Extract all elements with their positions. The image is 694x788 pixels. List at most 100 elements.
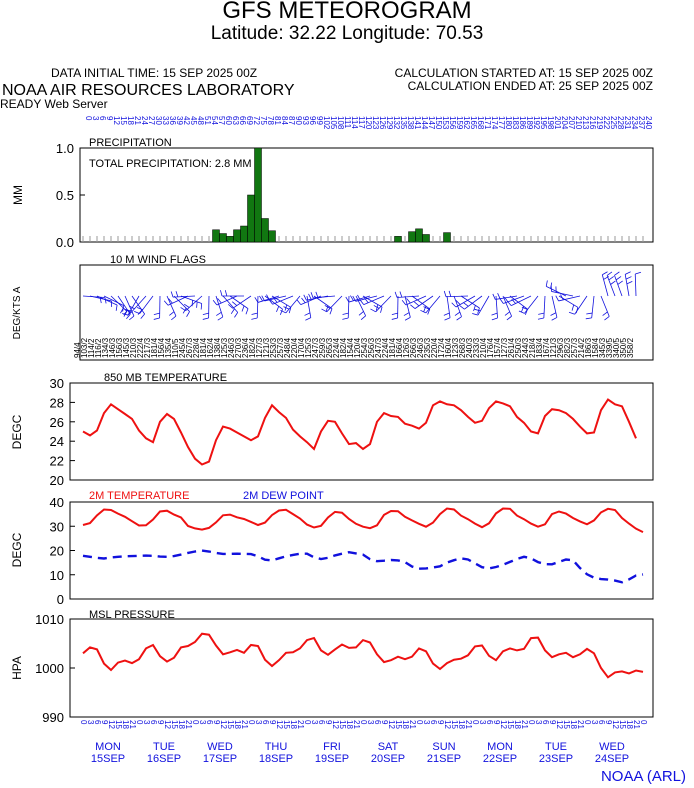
wind-barb-feather: [545, 280, 548, 287]
utc-hour-label: 12: [107, 720, 116, 729]
utc-hour-label: 12: [611, 720, 620, 729]
day-of-week-label: MON: [487, 741, 513, 753]
wind-barb-feather: [153, 312, 160, 315]
wind-dir-speed-label: 94/4: [73, 342, 82, 358]
forecast-hour-label: 141: [413, 116, 422, 130]
wind-barb-feather: [324, 305, 331, 309]
forecast-hour-label: 153: [441, 116, 450, 130]
wind-barb-feather: [364, 297, 369, 303]
wind-barb-feather: [342, 312, 349, 315]
y-tick-label: 990: [42, 710, 64, 725]
wind-barb-shaft: [404, 295, 411, 318]
msl-ylabel: HPA: [10, 656, 24, 680]
wind-barb-shaft: [355, 295, 378, 302]
t2m-y-ticks: 0 10 20 30 40: [50, 495, 75, 607]
y-tick-label: 24: [50, 434, 64, 449]
day-of-week-label: TUE: [545, 741, 567, 753]
utc-hour-label: 21: [128, 720, 137, 729]
y-tick-label: 26: [50, 415, 64, 430]
forecast-hour-label: 216: [588, 116, 597, 130]
forecast-hour-label: 225: [609, 116, 618, 130]
wind-barb-shaft: [272, 295, 294, 305]
wind-dir-speed-label: 265/3: [325, 337, 334, 358]
wind-dir-speed-label: 126/3: [402, 337, 411, 358]
wind-barb-feather: [129, 315, 135, 321]
t2m-panel: 2M TEMPERATURE 2M DEW POINT DEGC 0 10 20 30…: [10, 490, 654, 607]
wind-barb-feather: [454, 311, 461, 316]
wind-frame: [79, 264, 654, 361]
utc-hour-label: 6: [149, 720, 158, 725]
forecast-hour-label: 210: [574, 116, 583, 130]
utc-hour-label: 0: [359, 720, 368, 725]
wind-barb-shaft: [445, 295, 469, 298]
utc-hour-label: 3: [86, 720, 95, 725]
y-tick-label: 20: [50, 473, 64, 488]
wind-barb-shaft: [460, 295, 480, 309]
wind-barb-shaft: [232, 295, 252, 309]
wind-barb-shaft: [411, 295, 431, 310]
wind-barb-feather: [610, 280, 616, 285]
forecast-hour-label: 222: [602, 116, 611, 130]
wind-barb-feather: [511, 298, 516, 304]
credit-label: NOAA (ARL): [600, 768, 686, 785]
precip-bar: [268, 230, 276, 243]
day-of-week-label: FRI: [323, 741, 341, 753]
wind-barb-feather: [604, 316, 610, 321]
forecast-hour-label: 51: [203, 116, 212, 125]
wind-barb-feather: [474, 308, 481, 312]
wind-barb-feather: [304, 312, 311, 316]
forecast-hour-label: 57: [217, 116, 226, 125]
wind-barb-feather: [153, 317, 160, 320]
wind-dir-speed-label: 123/3: [451, 337, 460, 358]
wind-dir-speed-label: 267/3: [185, 337, 194, 358]
wind-barb-shaft: [551, 291, 574, 297]
wind-barb-feather: [472, 313, 479, 316]
wind-barb-feather: [491, 312, 498, 316]
wind-barb-feather: [288, 307, 292, 314]
y-tick-label: 1.0: [56, 141, 74, 156]
utc-hour-label: 18: [289, 720, 298, 729]
forecast-hour-label: 117: [357, 116, 366, 129]
utc-hour-label: 6: [93, 720, 102, 725]
wind-dir-speed-label: 228/4: [192, 337, 201, 358]
forecast-hour-label: 189: [525, 116, 534, 130]
date-label: 16SEP: [147, 753, 181, 765]
day-of-week-label: WED: [599, 741, 625, 753]
wind-barb-feather: [200, 303, 203, 310]
forecast-hour-label: 111: [343, 116, 352, 129]
wind-dir-speed-label: 256/3: [367, 337, 376, 358]
utc-hour-label: 15: [226, 720, 235, 729]
wind-barb-feather: [403, 312, 410, 316]
utc-hour-label: 21: [520, 720, 529, 729]
utc-hour-label: 0: [303, 720, 312, 725]
wind-barb-shaft: [477, 295, 490, 316]
wind-barb-feather: [216, 311, 222, 316]
wind-barb-shaft: [601, 274, 609, 297]
wind-barb-feather: [518, 310, 525, 314]
wind-dir-speed-label: 172/4: [437, 337, 446, 358]
wind-barb-shaft: [446, 295, 451, 318]
wind-barb-feather: [585, 317, 592, 320]
t2m-ylabel: DEGC: [10, 532, 24, 567]
wind-barb-feather: [345, 296, 350, 303]
wind-barb-feather: [251, 312, 258, 315]
wind-barb-feather: [220, 290, 223, 297]
t850-y-ticks: 20 22 24 26 28 30: [50, 376, 75, 488]
y-tick-label: 0: [57, 592, 64, 607]
utc-hour-label: 12: [163, 720, 172, 729]
utc-hour-label: 15: [450, 720, 459, 729]
wind-barb-feather: [477, 307, 480, 314]
utc-hour-label: 0: [639, 720, 648, 725]
wind-barb-shaft: [600, 295, 610, 317]
wind-dir-speed-label: 257/3: [276, 337, 285, 358]
utc-hour-label: 15: [506, 720, 515, 729]
forecast-hour-label: 150: [434, 116, 443, 130]
calc-ended-label: CALCULATION ENDED AT: 25 SEP 2025 00Z: [407, 79, 653, 93]
precip-ylabel: MM: [11, 185, 25, 205]
wind-barb-feather: [456, 316, 462, 321]
utc-hour-label: 3: [478, 720, 487, 725]
forecast-hour-label: 219: [595, 116, 604, 130]
wind-dir-speed-label: 248/4: [283, 337, 292, 358]
wind-barb-shaft: [558, 295, 581, 302]
